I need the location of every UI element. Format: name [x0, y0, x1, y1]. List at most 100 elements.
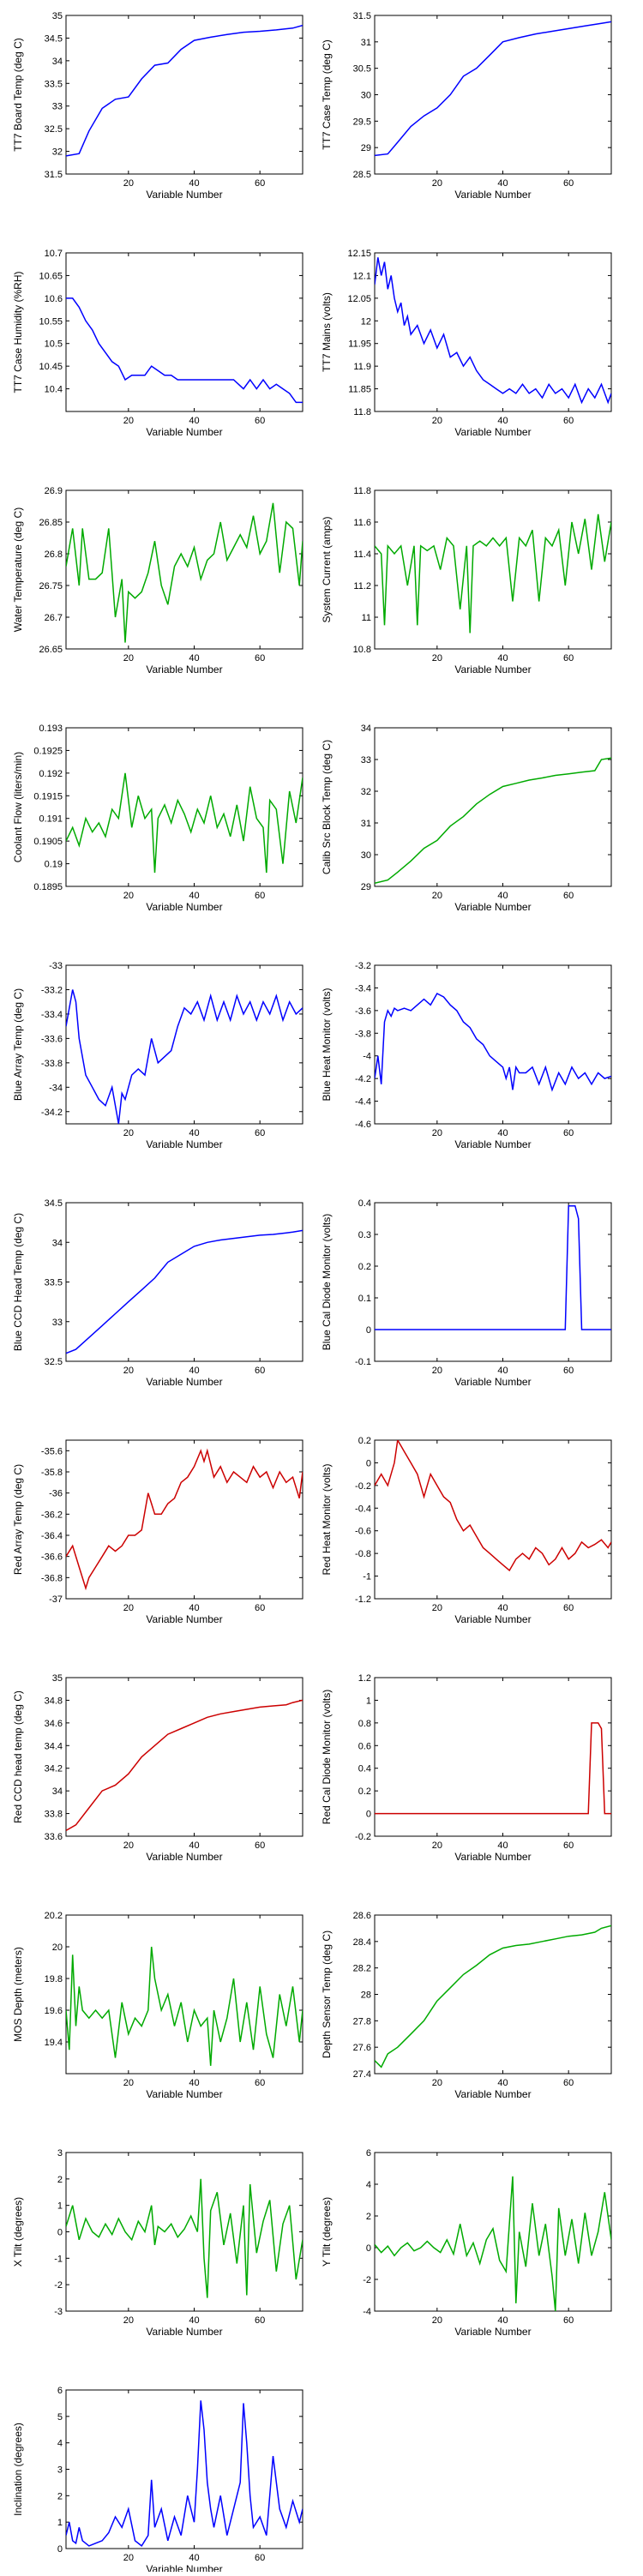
- plot-frame: [374, 964, 612, 1125]
- y-tick-label: 10.55: [39, 316, 63, 327]
- y-tick-label: 27.8: [353, 2016, 371, 2027]
- y-axis-label: TT7 Board Temp (deg C): [12, 38, 24, 152]
- y-tick-label: 19.8: [45, 1974, 63, 1985]
- y-tick-label: 33.8: [45, 1810, 63, 1820]
- y-tick-label: 27.6: [353, 2043, 371, 2053]
- y-tick-label: -33.4: [41, 1010, 63, 1020]
- y-tick-label: 34.8: [45, 1696, 63, 1706]
- y-tick-label: -35.6: [41, 1446, 63, 1456]
- x-tick-label: 60: [563, 2315, 574, 2326]
- x-tick-label: 20: [123, 1603, 134, 1613]
- plot-frame: [374, 489, 612, 650]
- chart-panel-20: 20 40 60 -4 -2 0 2 4 6 Variable Number Y Tilt (deg…: [321, 2148, 612, 2338]
- series-line: [375, 513, 611, 633]
- x-tick-label: 40: [497, 1840, 508, 1851]
- series-line: [375, 757, 611, 885]
- y-tick-label: 0.2: [358, 1786, 371, 1797]
- y-tick-label: -34: [49, 1083, 63, 1093]
- plot-frame: [65, 964, 303, 1125]
- y-tick-label: -4.2: [355, 1074, 371, 1084]
- y-tick-label: -35.8: [41, 1468, 63, 1478]
- y-axis-label: TT7 Case Temp (deg C): [321, 39, 333, 150]
- chart-panel-1: 20 40 60 31.5 32 32.5 33 33.5 34 34.5 35 Variable N…: [12, 11, 303, 201]
- x-axis-label: Variable Number: [454, 1851, 531, 1863]
- x-tick-label: 20: [432, 416, 442, 426]
- y-axis-label: Blue Cal Diode Monitor (volts): [321, 1214, 333, 1350]
- y-tick-label: 11.95: [348, 339, 371, 350]
- y-tick-label: 20.2: [45, 1911, 63, 1921]
- x-tick-label: 40: [497, 653, 508, 664]
- y-tick-label: 29: [361, 882, 371, 892]
- x-tick-label: 40: [189, 653, 199, 664]
- y-tick-label: 10.4: [45, 385, 63, 395]
- y-tick-label: -36.6: [41, 1552, 63, 1563]
- y-tick-label: 30: [361, 91, 371, 101]
- chart-panel-13: 20 40 60 -37 -36.8 -36.6 -36.4 -36.2 -36 -35.8 -35…: [12, 1439, 303, 1625]
- y-tick-label: 34: [361, 724, 371, 734]
- y-tick-label: 10.6: [45, 294, 63, 304]
- series-line: [66, 1448, 303, 1591]
- x-axis-label: Variable Number: [454, 901, 531, 913]
- x-tick-label: 20: [432, 1128, 442, 1138]
- y-tick-label: -33.2: [41, 985, 63, 995]
- y-tick-label: 32.5: [45, 1357, 63, 1367]
- y-tick-label: 0: [366, 1458, 371, 1468]
- series-line: [375, 2176, 611, 2311]
- x-tick-label: 60: [563, 1366, 574, 1376]
- x-tick-label: 40: [497, 416, 508, 426]
- y-tick-label: 12.1: [353, 271, 371, 281]
- x-tick-label: 40: [189, 1603, 199, 1613]
- series-line: [375, 1722, 611, 1815]
- chart-panel-9: 20 40 60 -34.2 -34 -33.8 -33.6 -33.4 -33.2 -33 Var…: [12, 961, 303, 1150]
- x-tick-label: 60: [563, 1128, 574, 1138]
- y-tick-label: 34.2: [45, 1764, 63, 1774]
- y-tick-label: 33.6: [45, 1832, 63, 1842]
- y-axis-label: Y Tilt (degrees): [321, 2197, 333, 2267]
- x-tick-label: 60: [255, 1603, 265, 1613]
- y-tick-label: 0: [366, 1810, 371, 1820]
- y-tick-label: 6: [57, 2386, 63, 2396]
- y-tick-label: 26.9: [45, 486, 63, 496]
- x-tick-label: 40: [497, 2078, 508, 2088]
- y-tick-label: 31: [361, 819, 371, 829]
- x-tick-label: 60: [563, 416, 574, 426]
- y-axis-label: Inclination (degrees): [12, 2423, 24, 2516]
- x-tick-label: 60: [255, 653, 265, 664]
- x-tick-label: 20: [123, 416, 134, 426]
- x-axis-label: Variable Number: [146, 2563, 222, 2572]
- plot-frame: [65, 1439, 303, 1600]
- y-tick-label: 0: [57, 2544, 63, 2555]
- y-tick-label: 1: [57, 2518, 63, 2528]
- y-tick-label: 34: [52, 1238, 63, 1248]
- x-tick-label: 60: [255, 1366, 265, 1376]
- y-tick-label: 27.4: [353, 2069, 371, 2080]
- y-tick-label: 11.8: [353, 486, 371, 496]
- series-line: [375, 993, 611, 1092]
- y-tick-label: 0.192: [39, 769, 63, 779]
- y-tick-label: 30.5: [353, 64, 371, 75]
- y-tick-label: -1: [363, 1572, 371, 1582]
- y-axis-label: Coolant Flow (liters/min): [12, 752, 24, 862]
- x-tick-label: 60: [255, 2315, 265, 2326]
- y-tick-label: 11.6: [353, 518, 371, 528]
- series-line: [66, 1699, 303, 1832]
- y-tick-label: 0: [366, 1325, 371, 1336]
- x-tick-label: 40: [189, 891, 199, 901]
- chart-panel-17: 20 40 60 19.4 19.6 19.8 20 20.2 Variable Number M…: [12, 1911, 303, 2100]
- y-tick-label: 26.65: [39, 645, 63, 655]
- series-line: [375, 257, 611, 405]
- y-tick-label: 31: [361, 38, 371, 48]
- y-tick-label: 34.5: [45, 1198, 63, 1209]
- series-line: [375, 1924, 611, 2069]
- y-tick-label: 0.4: [358, 1764, 371, 1774]
- y-tick-label: 10.5: [45, 339, 63, 350]
- chart-panel-14: 20 40 60 -1.2 -1 -0.8 -0.6 -0.4 -0.2 0 0.2 Variable…: [321, 1436, 612, 1625]
- y-tick-label: 33: [52, 102, 63, 112]
- y-tick-label: -2: [54, 2280, 63, 2291]
- chart-panel-7: 20 40 60 0.1895 0.19 0.1905 0.191 0.1915 0.192 0.…: [12, 724, 303, 913]
- y-tick-label: 11: [362, 613, 371, 623]
- y-tick-label: -3.6: [355, 1006, 371, 1017]
- x-tick-label: 40: [189, 1128, 199, 1138]
- chart-panel-15: 20 40 60 33.6 33.8 34 34.2 34.4 34.6 34.8 35 Variab…: [12, 1673, 303, 1863]
- chart-panel-19: 20 40 60 -3 -2 -1 0 1 2 3 Variable Number X Tilt (d…: [12, 2148, 303, 2338]
